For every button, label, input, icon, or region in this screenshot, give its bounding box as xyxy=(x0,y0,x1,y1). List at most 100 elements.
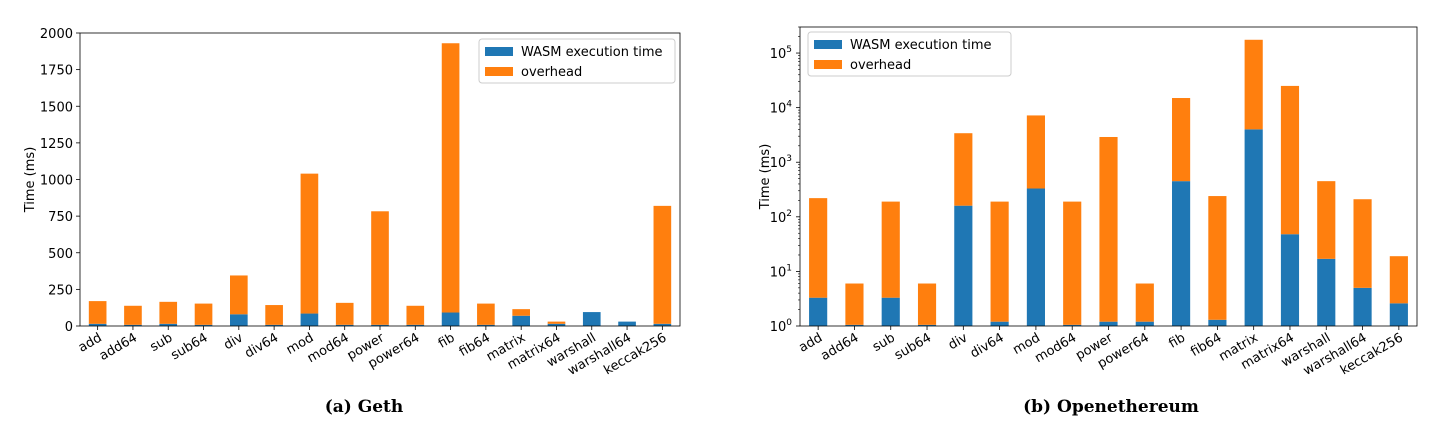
bar-fib-overhead xyxy=(441,43,460,313)
bar-sub64-wasm xyxy=(194,324,213,326)
bar-fib64-wasm xyxy=(477,324,495,326)
bar-div64-wasm xyxy=(265,324,283,326)
x-tick-label-mod64: mod64 xyxy=(1032,330,1079,366)
y-axis: 0 250 500 750 1000 1250 1500 1750 2000 xyxy=(40,27,80,335)
y-axis-label: Time (ms) xyxy=(758,144,773,211)
bar-power64-overhead xyxy=(1135,283,1154,322)
bar-fib-wasm xyxy=(1172,181,1191,326)
y-tick-label: 105 xyxy=(770,45,792,62)
bar-matrix-wasm xyxy=(1244,129,1263,326)
bar-warshall-wasm xyxy=(582,312,601,326)
bar-add64-overhead xyxy=(845,283,864,325)
y-tick-label: 101 xyxy=(770,263,792,280)
bar-mod-wasm xyxy=(1026,188,1045,326)
y-tick-label: 250 xyxy=(48,283,73,298)
bars xyxy=(809,39,1408,326)
bars xyxy=(88,43,672,326)
bar-mod-wasm xyxy=(300,313,319,326)
x-tick-label-div64: div64 xyxy=(242,330,281,361)
y-tick-label: 500 xyxy=(48,247,73,262)
bar-power64-overhead xyxy=(406,305,425,325)
legend-label-wasm: WASM execution time xyxy=(850,38,992,53)
bar-fib-overhead xyxy=(1172,98,1191,182)
y-tick-label: 750 xyxy=(48,210,73,225)
bar-keccak256-overhead xyxy=(1389,256,1408,304)
bar-keccak256-wasm xyxy=(1389,303,1408,326)
y-tick-label: 103 xyxy=(770,154,792,171)
legend-swatch-overhead xyxy=(485,67,513,76)
y-tick-label: 0 xyxy=(65,320,73,335)
x-tick-label-div: div xyxy=(946,330,971,353)
y-tick-label: 1250 xyxy=(40,137,73,152)
bar-fib64-wasm xyxy=(1208,319,1227,326)
bar-fib-wasm xyxy=(441,312,460,326)
legend-swatch-wasm xyxy=(814,40,842,49)
bar-warshall64-wasm xyxy=(1353,287,1372,326)
legend: WASM execution time overhead xyxy=(807,31,1012,77)
bar-div-wasm xyxy=(954,205,973,326)
bar-sub-overhead xyxy=(881,201,900,298)
bar-power64-wasm xyxy=(406,324,425,326)
bar-add-overhead xyxy=(809,198,828,298)
bar-warshall64-wasm xyxy=(618,321,636,326)
y-tick-label: 1000 xyxy=(40,174,73,189)
legend-box xyxy=(807,31,1012,77)
bar-matrix-overhead xyxy=(512,309,530,316)
bar-div-overhead xyxy=(230,275,248,315)
bar-sub64-overhead xyxy=(917,283,937,325)
bar-add64-wasm xyxy=(845,324,864,326)
bar-add64-overhead xyxy=(124,305,142,325)
bar-matrix-overhead xyxy=(1244,39,1263,130)
legend: WASM execution time overhead xyxy=(478,38,676,84)
x-tick-label-add64: add64 xyxy=(818,330,861,363)
bar-add-wasm xyxy=(88,323,107,326)
bar-warshall-wasm xyxy=(1317,258,1336,326)
legend-box xyxy=(478,38,676,84)
bar-div-overhead xyxy=(954,133,973,206)
bar-mod-overhead xyxy=(300,173,319,314)
geth-chart: 0 250 500 750 1000 1250 1500 1750 2000 Time (ms) a… xyxy=(23,27,681,417)
bar-power-wasm xyxy=(371,324,389,326)
legend-swatch-overhead xyxy=(814,60,842,69)
bar-sub64-wasm xyxy=(917,324,937,326)
bar-mod64-overhead xyxy=(335,302,354,325)
bar-div64-wasm xyxy=(990,321,1009,326)
y-axis: 100 101 102 103 104 105 xyxy=(770,26,800,335)
y-tick-label: 1500 xyxy=(40,100,73,115)
legend-label-wasm: WASM execution time xyxy=(521,45,663,60)
bar-mod-overhead xyxy=(1026,115,1045,189)
x-tick-label-add64: add64 xyxy=(97,330,140,363)
y-tick-label: 2000 xyxy=(40,27,73,42)
bar-add-wasm xyxy=(809,297,828,326)
bar-div64-overhead xyxy=(990,201,1009,322)
bar-sub-wasm xyxy=(159,323,178,326)
chart-caption: (b) Openethereum xyxy=(1023,397,1199,417)
bar-power-wasm xyxy=(1099,321,1118,326)
x-tick-label-fib: fib xyxy=(1166,330,1188,351)
bar-matrix64-wasm xyxy=(1280,234,1300,326)
bar-sub64-overhead xyxy=(194,303,213,325)
x-tick-label-sub64: sub64 xyxy=(169,330,211,363)
bar-keccak256-overhead xyxy=(653,205,672,324)
x-tick-label-div64: div64 xyxy=(968,330,1007,361)
y-tick-label: 1750 xyxy=(40,64,73,79)
chart-caption: (a) Geth xyxy=(325,397,404,417)
bar-power-overhead xyxy=(1099,136,1118,322)
bar-div-wasm xyxy=(230,314,248,326)
legend-label-overhead: overhead xyxy=(521,65,582,80)
bar-matrix64-wasm xyxy=(547,323,566,326)
bar-sub-wasm xyxy=(881,297,900,326)
x-tick-label-sub64: sub64 xyxy=(892,330,934,363)
x-tick-label-fib: fib xyxy=(436,330,458,351)
y-axis-label: Time (ms) xyxy=(23,147,38,214)
bar-power64-wasm xyxy=(1135,321,1154,326)
bar-fib64-overhead xyxy=(477,303,495,325)
bar-div64-overhead xyxy=(265,305,283,325)
bar-warshall64-overhead xyxy=(1353,199,1372,288)
y-tick-label: 104 xyxy=(770,100,793,117)
bar-mod64-wasm xyxy=(335,324,354,326)
